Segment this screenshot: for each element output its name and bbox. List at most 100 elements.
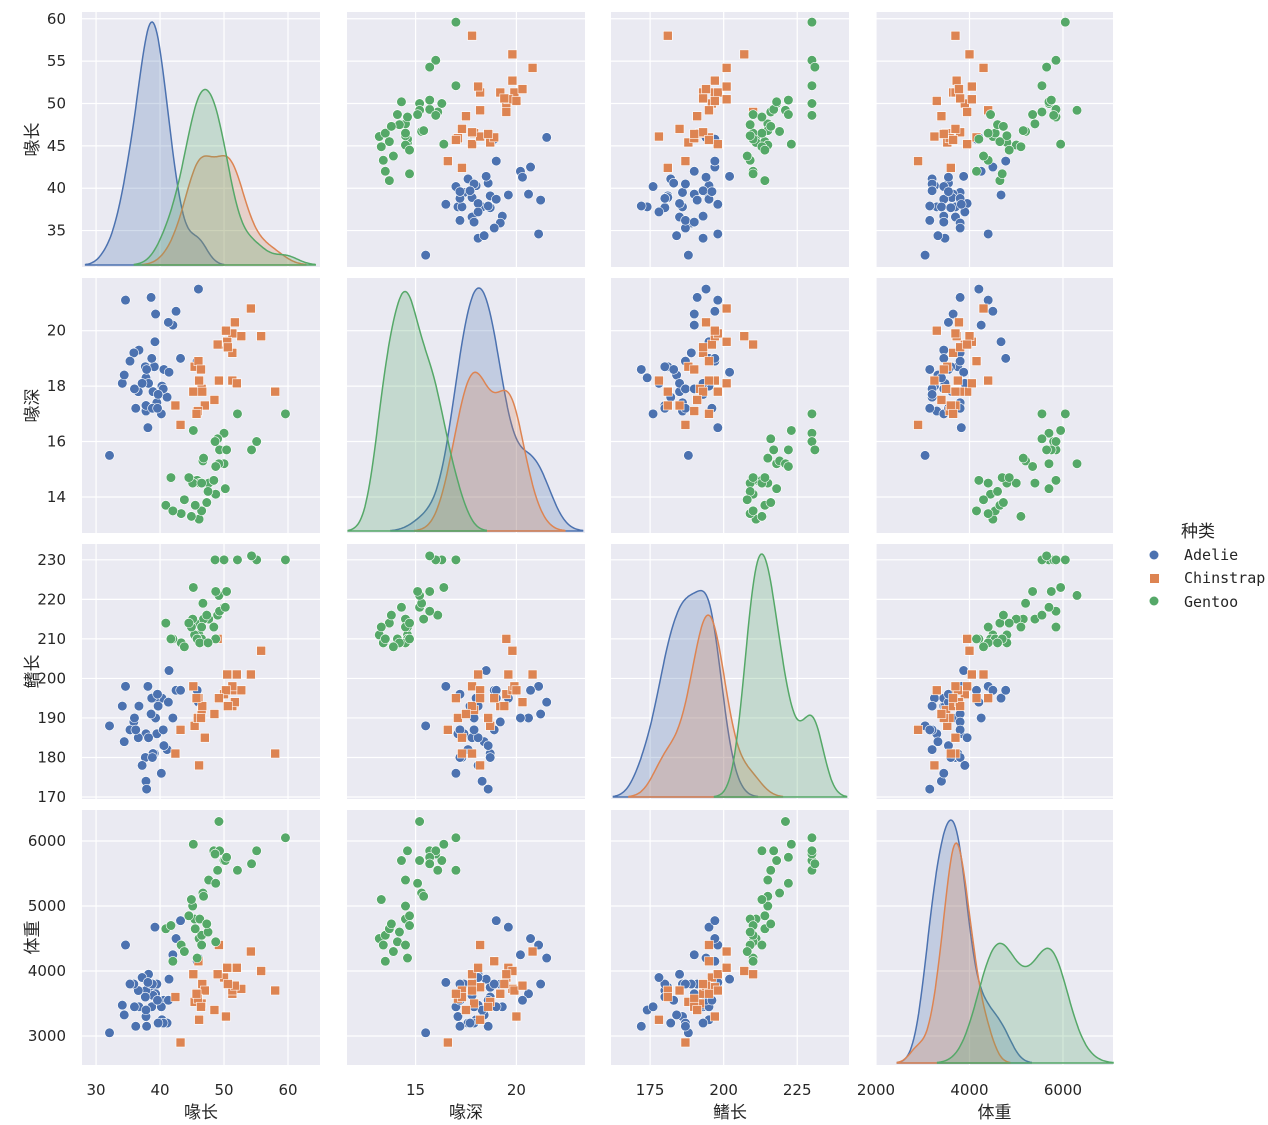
point-gentoo bbox=[765, 121, 776, 132]
point-chinstrap bbox=[929, 375, 940, 386]
point-adelie bbox=[153, 389, 164, 400]
point-adelie bbox=[119, 736, 130, 747]
point-gentoo bbox=[402, 111, 413, 123]
point-gentoo bbox=[1036, 80, 1048, 91]
point-gentoo bbox=[384, 175, 395, 186]
x-tick-label: 50 bbox=[214, 1081, 233, 1099]
point-chinstrap bbox=[469, 998, 479, 1009]
point-gentoo bbox=[179, 946, 190, 957]
point-adelie bbox=[962, 732, 973, 743]
point-gentoo bbox=[1046, 586, 1057, 597]
point-gentoo bbox=[196, 939, 207, 951]
point-adelie bbox=[692, 292, 703, 303]
point-gentoo bbox=[210, 878, 221, 889]
point-adelie bbox=[141, 1021, 152, 1032]
point-gentoo bbox=[194, 913, 205, 925]
point-gentoo bbox=[418, 614, 429, 625]
point-gentoo bbox=[756, 939, 768, 951]
y-tick-label: 40 bbox=[47, 179, 66, 197]
legend: 种类 Adelie Chinstrap Gentoo bbox=[1149, 522, 1265, 611]
point-chinstrap bbox=[689, 406, 700, 416]
point-gentoo bbox=[213, 816, 225, 827]
point-chinstrap bbox=[701, 84, 711, 94]
point-chinstrap bbox=[236, 331, 247, 342]
point-adelie bbox=[129, 383, 140, 394]
point-adelie bbox=[958, 171, 969, 182]
point-chinstrap bbox=[457, 748, 467, 759]
point-adelie bbox=[158, 724, 169, 735]
x-tick-label: 6000 bbox=[1044, 1081, 1082, 1099]
point-chinstrap bbox=[489, 956, 500, 967]
point-gentoo bbox=[992, 637, 1003, 648]
x-axis-label: 体重 bbox=[978, 1103, 1012, 1123]
point-gentoo bbox=[251, 436, 262, 447]
point-gentoo bbox=[386, 610, 397, 621]
point-gentoo bbox=[210, 936, 221, 947]
point-chinstrap bbox=[704, 135, 714, 145]
point-adelie bbox=[976, 712, 987, 724]
point-adelie bbox=[454, 1021, 466, 1032]
point-gentoo bbox=[783, 878, 794, 889]
point-gentoo bbox=[418, 891, 429, 902]
point-chinstrap bbox=[704, 375, 714, 386]
point-gentoo bbox=[1020, 598, 1031, 609]
panels: 35 40 45 50 55 60 喙长 14 16 18 20 喙深 170 180 190 200 210 2… bbox=[23, 10, 1114, 1123]
point-chinstrap bbox=[467, 30, 477, 41]
point-gentoo bbox=[210, 461, 221, 472]
point-gentoo bbox=[438, 839, 449, 850]
point-gentoo bbox=[167, 956, 178, 967]
point-adelie bbox=[464, 185, 476, 196]
point-gentoo bbox=[221, 586, 232, 597]
point-chinstrap bbox=[443, 156, 453, 166]
point-chinstrap bbox=[214, 693, 224, 703]
point-adelie bbox=[420, 720, 431, 731]
y-axis-label: 体重 bbox=[23, 921, 43, 955]
point-gentoo bbox=[768, 845, 779, 856]
point-gentoo bbox=[1041, 550, 1052, 561]
point-gentoo bbox=[380, 128, 391, 139]
point-adelie bbox=[668, 364, 679, 375]
point-adelie bbox=[153, 700, 164, 712]
point-chinstrap bbox=[962, 634, 972, 644]
point-chinstrap bbox=[270, 985, 281, 996]
point-gentoo bbox=[978, 641, 989, 652]
point-adelie bbox=[956, 422, 967, 433]
point-adelie bbox=[124, 978, 136, 990]
point-chinstrap bbox=[503, 669, 514, 680]
point-adelie bbox=[541, 952, 552, 964]
point-gentoo bbox=[983, 508, 994, 519]
point-chinstrap bbox=[475, 1014, 485, 1025]
point-gentoo bbox=[198, 453, 209, 464]
y-tick-label: 16 bbox=[47, 433, 66, 451]
point-adelie bbox=[149, 922, 161, 933]
point-chinstrap bbox=[712, 969, 723, 980]
point-chinstrap bbox=[191, 693, 202, 703]
point-gentoo bbox=[396, 855, 407, 866]
point-adelie bbox=[924, 784, 935, 795]
point-adelie bbox=[156, 768, 167, 779]
point-adelie bbox=[924, 200, 935, 212]
point-adelie bbox=[680, 383, 691, 394]
point-adelie bbox=[533, 681, 544, 692]
point-adelie bbox=[145, 708, 157, 720]
y-tick-label: 200 bbox=[37, 669, 66, 687]
point-adelie bbox=[948, 308, 959, 320]
point-chinstrap bbox=[501, 107, 512, 117]
legend-marker-gentoo bbox=[1149, 596, 1159, 606]
point-chinstrap bbox=[475, 940, 485, 950]
point-gentoo bbox=[402, 845, 413, 856]
point-gentoo bbox=[1004, 617, 1015, 629]
point-gentoo bbox=[994, 136, 1005, 147]
point-chinstrap bbox=[698, 386, 708, 397]
point-chinstrap bbox=[501, 634, 512, 644]
kde-gentoo bbox=[133, 88, 316, 266]
point-chinstrap bbox=[962, 107, 972, 117]
point-gentoo bbox=[983, 621, 994, 633]
y-tick-label: 220 bbox=[37, 590, 66, 608]
point-adelie bbox=[130, 403, 141, 414]
point-gentoo bbox=[232, 865, 243, 876]
point-gentoo bbox=[450, 80, 462, 91]
point-adelie bbox=[659, 361, 670, 372]
point-chinstrap bbox=[739, 331, 750, 342]
point-adelie bbox=[712, 295, 723, 306]
